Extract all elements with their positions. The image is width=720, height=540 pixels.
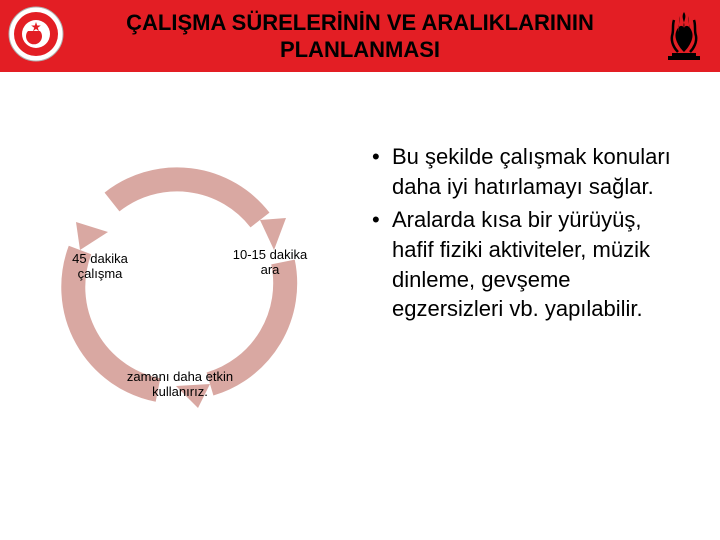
bullet-list: Bu şekilde çalışmak konuları daha iyi ha… — [360, 112, 700, 452]
content-area: 45 dakikaçalışma 10-15 dakikaara zamanı … — [0, 72, 720, 472]
cycle-label-right: 10-15 dakikaara — [220, 248, 320, 278]
meb-logo-icon — [8, 6, 64, 62]
cycle-diagram: 45 dakikaçalışma 10-15 dakikaara zamanı … — [20, 112, 360, 452]
cycle-label-bottom: zamanı daha etkinkullanırız. — [110, 370, 250, 400]
cycle-label-left: 45 dakikaçalışma — [60, 252, 140, 282]
page-title: ÇALIŞMA SÜRELERİNİN VE ARALIKLARININ PLA… — [0, 9, 720, 64]
flame-logo-icon — [658, 8, 710, 64]
header-bar: ÇALIŞMA SÜRELERİNİN VE ARALIKLARININ PLA… — [0, 0, 720, 72]
bullet-item: Aralarda kısa bir yürüyüş, hafif fiziki … — [370, 205, 686, 324]
bullet-item: Bu şekilde çalışmak konuları daha iyi ha… — [370, 142, 686, 201]
